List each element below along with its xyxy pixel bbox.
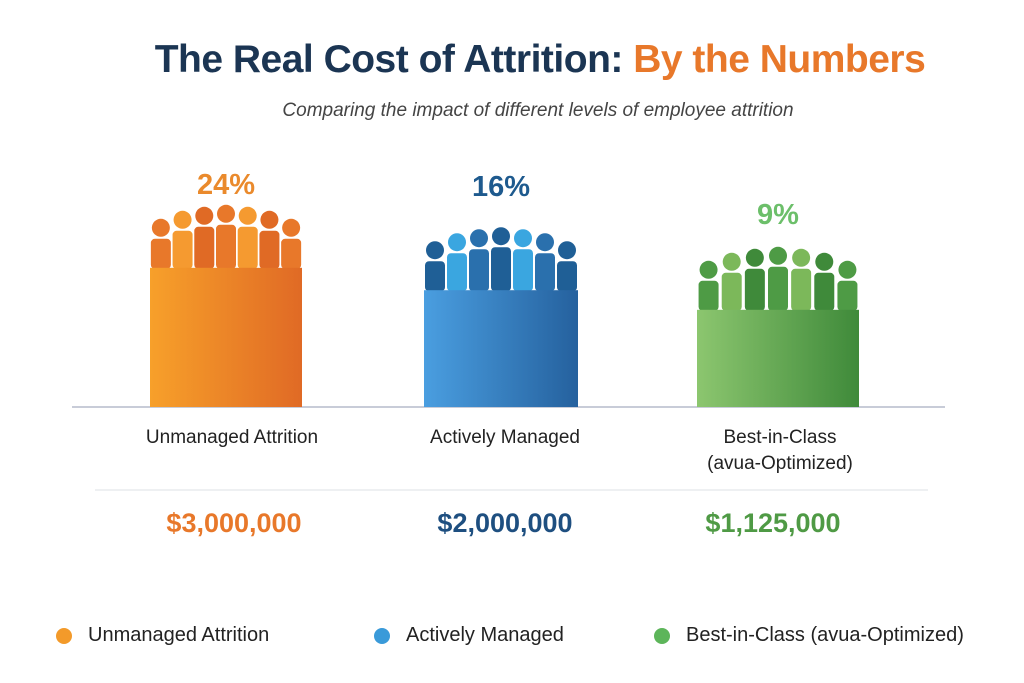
title-main: The Real Cost of Attrition:	[154, 38, 634, 81]
title-highlight: By the Numbers	[633, 38, 926, 81]
category-label: Best-in-Class (avua-Optimized)	[707, 427, 853, 474]
person-icon	[513, 229, 533, 292]
chart-subtitle: Comparing the impact of different levels…	[282, 100, 794, 121]
person-icon	[814, 252, 835, 311]
cost-value: $3,000,000	[166, 508, 302, 538]
legend-dot-icon	[56, 627, 72, 644]
person-icon	[425, 241, 445, 292]
person-icon	[172, 210, 193, 269]
person-icon	[535, 233, 555, 292]
legend-label: Best-in-Class (avua-Optimized)	[686, 624, 964, 646]
person-icon	[259, 210, 280, 269]
legend-label: Unmanaged Attrition	[88, 624, 270, 646]
legend-item: Actively Managed	[374, 624, 564, 647]
person-icon	[791, 248, 812, 311]
person-icon	[837, 260, 858, 311]
category-label: Unmanaged Attrition	[145, 427, 319, 448]
person-icon	[491, 227, 511, 292]
legend-dot-icon	[654, 627, 670, 644]
bar-group: 16%	[424, 171, 578, 407]
person-icon	[150, 218, 171, 269]
value-label: 9%	[757, 199, 799, 231]
bar	[697, 309, 859, 407]
person-icon	[447, 233, 467, 292]
legend-label: Actively Managed	[406, 624, 564, 646]
value-label: 24%	[197, 169, 255, 201]
person-icon	[698, 260, 719, 311]
value-label: 16%	[472, 171, 530, 203]
category-label: Actively Managed	[430, 427, 580, 448]
bar-group: 24%	[150, 169, 302, 407]
person-icon	[194, 206, 215, 269]
person-icon	[557, 241, 577, 292]
legend-dot-icon	[374, 627, 390, 644]
legend-item: Unmanaged Attrition	[56, 624, 269, 647]
cost-value: $1,125,000	[705, 508, 841, 538]
person-icon	[237, 206, 258, 269]
chart-title: The Real Cost of Attrition: By the Numbe…	[0, 38, 1024, 82]
bar	[424, 290, 578, 407]
legend-item: Best-in-Class (avua-Optimized)	[654, 624, 964, 647]
person-icon	[721, 252, 742, 311]
person-icon	[768, 246, 788, 311]
person-icon	[744, 248, 765, 311]
bar-group: 9%	[697, 199, 859, 407]
person-icon	[281, 218, 302, 269]
person-icon	[216, 204, 236, 269]
cost-value: $2,000,000	[437, 508, 573, 538]
bar	[150, 267, 302, 407]
person-icon	[469, 229, 489, 292]
